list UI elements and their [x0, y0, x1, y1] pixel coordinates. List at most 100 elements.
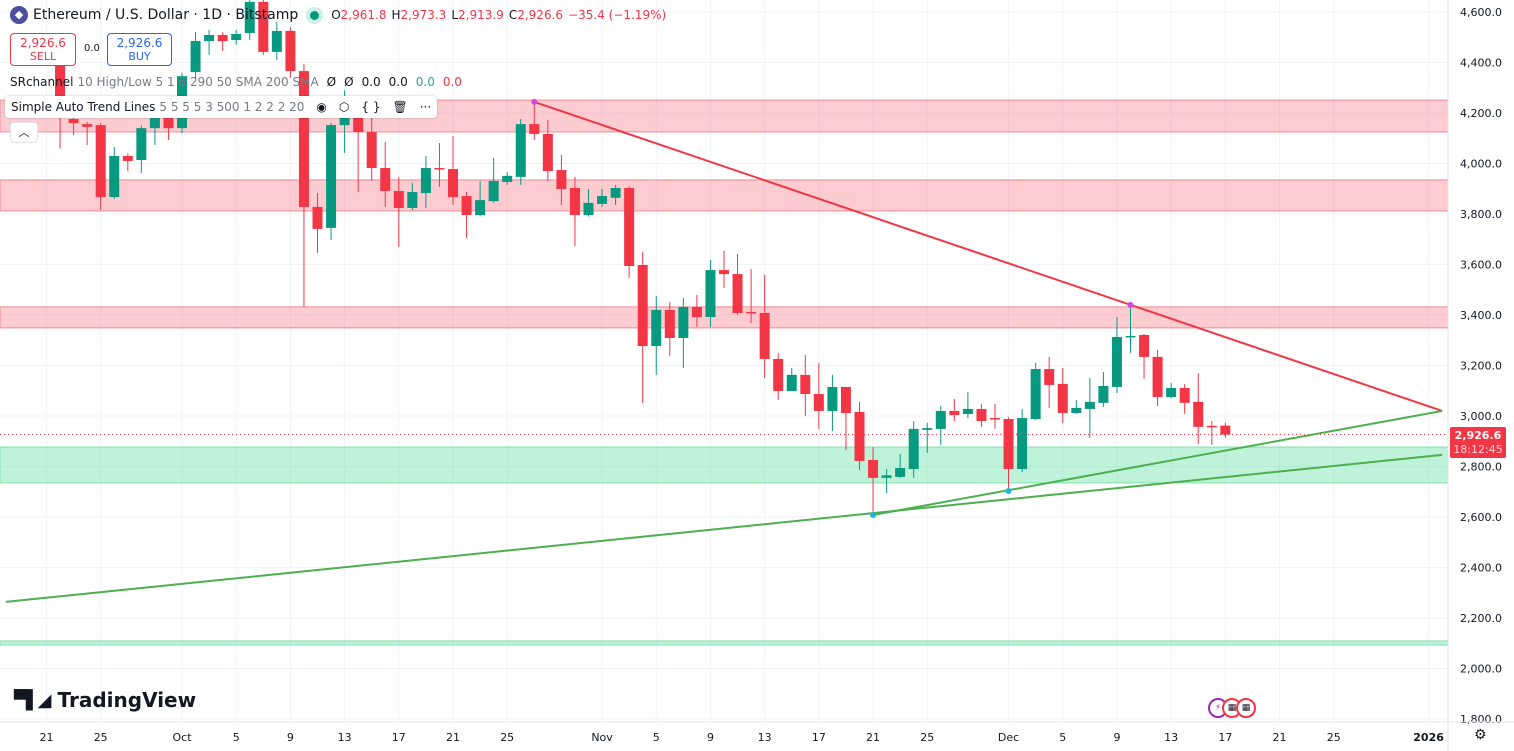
open-label: O [331, 8, 341, 22]
candle-body [55, 49, 66, 113]
source-code-icon[interactable]: { } [361, 100, 381, 114]
more-icon[interactable]: ··· [419, 100, 432, 114]
candle-body [312, 206, 323, 229]
indicator-params: 10 High/Low 5 1 6 290 50 SMA 200 SMA [77, 75, 319, 89]
candle-body [840, 386, 851, 413]
sell-button[interactable]: 2,926.6 SELL [10, 33, 76, 66]
uptrend-line[interactable] [872, 409, 1443, 516]
economic-events[interactable]: ⚡ ▦ ▦ [1208, 698, 1256, 718]
indicator-srchannel[interactable]: SRchannel 10 High/Low 5 1 6 290 50 SMA 2… [10, 75, 462, 89]
symbol-legend[interactable]: ◆ Ethereum / U.S. Dollar · 1D · Bitstamp… [10, 6, 671, 24]
y-tick-label: 3,400.0 [1460, 309, 1502, 322]
candle-body [82, 124, 93, 127]
candle-body [868, 459, 879, 478]
x-tick-label: 25 [920, 731, 934, 744]
x-tick-label: 21 [446, 731, 460, 744]
downtrend-line[interactable] [533, 100, 1443, 412]
trend-lines[interactable] [5, 98, 1443, 603]
candle-body [393, 191, 404, 208]
candle-body [380, 168, 391, 192]
candle-body [448, 169, 458, 198]
candle-body [800, 374, 811, 395]
x-tick-label: Dec [998, 731, 1019, 744]
x-tick-label: 25 [500, 731, 514, 744]
candle-body [962, 408, 973, 414]
buy-button[interactable]: 2,926.6 BUY [107, 33, 172, 66]
tradingview-mark-icon: ▀▌◢ [14, 689, 52, 711]
x-tick-label: 25 [1327, 731, 1341, 744]
candle-body [217, 34, 228, 42]
candle-body [190, 41, 201, 73]
candle-body [624, 187, 635, 267]
x-tick-label: Nov [591, 731, 613, 744]
candle-body [475, 200, 486, 216]
candle-body [732, 274, 743, 313]
indicator-name: SRchannel [10, 75, 74, 89]
candle-body [420, 168, 431, 194]
indicator-value: 0.0 [415, 75, 435, 89]
candle-body [258, 1, 269, 52]
x-tick-label: 13 [1164, 731, 1178, 744]
y-tick-label: 4,000.0 [1460, 158, 1502, 171]
x-tick-label: 17 [392, 731, 406, 744]
candle-body [515, 124, 526, 177]
candle-body [1044, 369, 1055, 385]
candle-body [990, 418, 1000, 420]
y-tick-label: 2,400.0 [1460, 562, 1502, 575]
resistance-zone [0, 179, 1449, 212]
candle-body [136, 128, 147, 160]
candle-body [759, 312, 770, 359]
x-tick-label: 21 [1273, 731, 1287, 744]
close-value: 2,926.6 [517, 8, 564, 22]
candle-body [488, 180, 499, 202]
candle-body [813, 394, 824, 411]
candle-body [922, 428, 933, 430]
candle-body [542, 133, 553, 172]
y-tick-label: 4,600.0 [1460, 6, 1502, 19]
candle-body [353, 115, 364, 132]
candle-body [434, 168, 445, 170]
collapse-legend-button[interactable]: ︿ [10, 122, 38, 143]
candle-body [1111, 336, 1122, 387]
uptrend-line[interactable] [5, 453, 1443, 603]
settings-icon[interactable]: ⬡ [338, 100, 350, 114]
y-tick-label: 4,200.0 [1460, 107, 1502, 120]
candle-body [976, 408, 987, 422]
chart-settings-icon[interactable]: ⚙ [1474, 727, 1487, 743]
candle-body [326, 125, 337, 228]
candle-body [1206, 425, 1217, 428]
candle-body [95, 125, 106, 198]
high-value: 2,973.3 [400, 8, 447, 22]
candle-body [786, 374, 797, 392]
pivot-low-marker [870, 511, 877, 518]
candle-body [773, 358, 784, 392]
resistance-zone [0, 306, 1449, 329]
indicator-value: 0.0 [388, 75, 408, 89]
pivot-high-marker [531, 98, 538, 105]
candle-body [285, 30, 296, 72]
grid [0, 0, 1448, 721]
chevron-up-icon: ︿ [18, 126, 30, 139]
indicator-value: 0.0 [442, 75, 462, 89]
symbol-title[interactable]: Ethereum / U.S. Dollar · 1D · Bitstamp [33, 7, 299, 23]
candle-body [1030, 369, 1041, 420]
eye-icon[interactable]: ◉ [316, 100, 327, 114]
candle-body [678, 306, 689, 338]
candle-body [1071, 407, 1082, 413]
high-label: H [391, 8, 401, 22]
pivot-high-marker [1127, 301, 1134, 308]
tradingview-logo[interactable]: ▀▌◢ TradingView [14, 688, 196, 712]
trash-icon[interactable]: 🗑 [392, 100, 408, 114]
candle-body [109, 155, 120, 198]
candle-body [1193, 401, 1204, 427]
candle-body [935, 410, 946, 429]
candle-body [610, 187, 621, 198]
change-value: −35.4 (−1.19%) [568, 8, 667, 22]
y-tick-label: 2,000.0 [1460, 663, 1502, 676]
indicator-params: 5 5 5 5 3 500 1 2 2 2 20 [159, 100, 305, 114]
candle-body [651, 309, 662, 347]
us-flag-event-icon[interactable]: ▦ [1236, 698, 1256, 718]
indicator-auto-trend-lines[interactable]: Simple Auto Trend Lines 5 5 5 5 3 500 1 … [5, 96, 438, 118]
